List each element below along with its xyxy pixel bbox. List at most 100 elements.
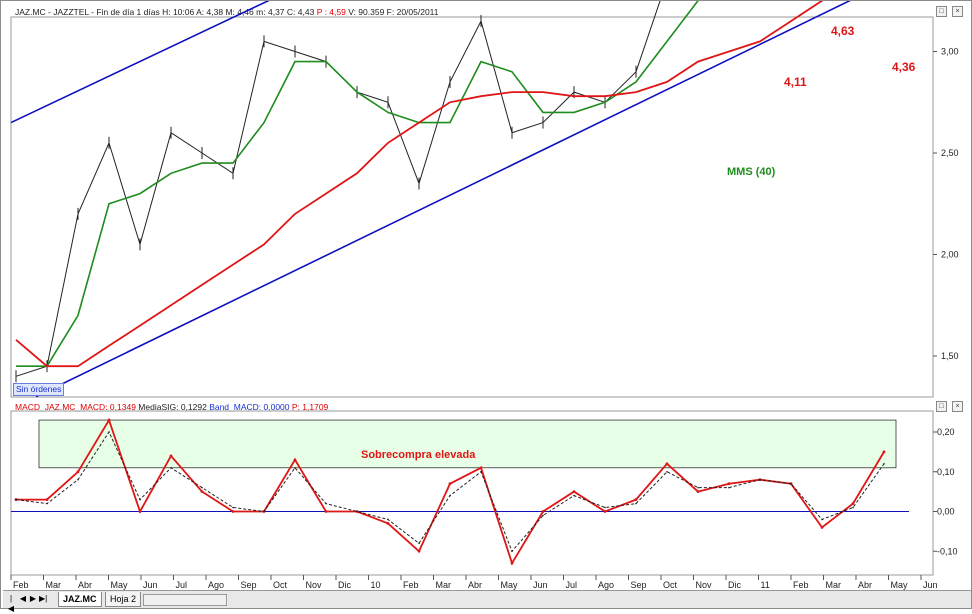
- signal-point: [697, 486, 699, 489]
- annotation-zone: Sobrecompra elevada: [361, 449, 476, 461]
- signal-point: [294, 466, 296, 469]
- time-tick-label: Ago: [598, 580, 614, 590]
- time-tick-label: Mar: [46, 580, 62, 590]
- tab-jaz-mc[interactable]: JAZ.MC: [58, 592, 102, 607]
- signal-point: [759, 478, 761, 481]
- time-tick-label: Feb: [793, 580, 809, 590]
- signal-point: [511, 550, 513, 553]
- macd-point: [572, 490, 576, 494]
- macd-point: [169, 454, 173, 458]
- value-m: M: 4,46: [225, 7, 254, 17]
- signal-point: [325, 502, 327, 505]
- macd-point: [45, 498, 49, 501]
- time-tick-label: Oct: [273, 580, 288, 590]
- signal-value: MediaSIG: 0,1292: [138, 402, 207, 412]
- mms40-series-line: [16, 1, 699, 368]
- macd-point: [510, 561, 514, 565]
- time-tick-label: Nov: [696, 580, 713, 590]
- signal-point: [418, 542, 420, 545]
- value-c: C: 4,43: [286, 7, 315, 17]
- macd-point: [324, 510, 328, 513]
- tab-hoja-2[interactable]: Hoja 2: [105, 592, 142, 607]
- time-tick-label: Dic: [728, 580, 741, 590]
- macd-point: [882, 450, 886, 454]
- close-icon[interactable]: ×: [952, 6, 963, 17]
- time-tick-label: Feb: [13, 580, 29, 590]
- time-tick-label: Mar: [826, 580, 842, 590]
- prev-sheet-icon[interactable]: ◀: [19, 594, 27, 603]
- time-tick-label: Nov: [306, 580, 323, 590]
- price-layer: [10, 1, 851, 398]
- signal-point: [356, 510, 358, 513]
- value-v: V: 90.359: [348, 7, 385, 17]
- macd-point: [448, 482, 452, 486]
- value-p: P : 4,59: [316, 7, 346, 17]
- macd-tick-label: 0,00: [937, 507, 955, 517]
- macd-tick-label: 0,10: [937, 467, 955, 477]
- no-orders-button[interactable]: Sin órdenes: [13, 383, 65, 396]
- signal-point: [821, 518, 823, 521]
- time-tick-label: Jul: [176, 580, 188, 590]
- first-sheet-icon[interactable]: |◀: [7, 594, 15, 613]
- time-tick-label: May: [891, 580, 909, 590]
- signal-point: [480, 470, 482, 473]
- close-icon[interactable]: ×: [952, 401, 963, 412]
- horizontal-scrollbar[interactable]: [143, 594, 227, 606]
- macd-tick-label: -0,10: [937, 546, 958, 556]
- time-tick-label: 10: [371, 580, 381, 590]
- annotation-top: 4,63: [831, 24, 855, 38]
- time-tick-label: May: [111, 580, 129, 590]
- signal-point: [15, 498, 17, 501]
- price-tick-label: 2,00: [941, 250, 959, 260]
- signal-point: [635, 502, 637, 505]
- next-sheet-icon[interactable]: ▶: [29, 594, 37, 603]
- time-tick-label: Jul: [566, 580, 578, 590]
- macd-name: MACD_JAZ.MC_MACD: 0,1349: [15, 402, 136, 412]
- macd-point: [541, 510, 545, 513]
- maximize-icon[interactable]: □: [936, 6, 947, 17]
- macd-panel-header: MACD_JAZ.MC_MACD: 0,1349 MediaSIG: 0,129…: [15, 402, 328, 412]
- macd-point: [634, 498, 638, 501]
- annotation-last: 4,36: [892, 60, 916, 74]
- signal-point: [263, 510, 265, 513]
- signal-point: [604, 506, 606, 509]
- time-tick-label: Mar: [436, 580, 452, 590]
- value-f: F: 20/05/2011: [386, 7, 439, 17]
- signal-point: [666, 470, 668, 473]
- value-m-low: m: 4,37: [256, 7, 285, 17]
- signal-point: [108, 431, 110, 433]
- price-panel-header: JAZ.MC - JAZZTEL - Fin de día 1 días H: …: [15, 7, 439, 17]
- signal-point: [542, 514, 544, 517]
- macd-point: [479, 466, 483, 470]
- signal-point: [139, 498, 141, 501]
- high-time: H: 10:06: [162, 7, 195, 17]
- long-ma-series-line: [15, 1, 824, 368]
- signal-point: [728, 486, 730, 489]
- time-tick-label: Jun: [533, 580, 548, 590]
- signal-point: [77, 478, 79, 481]
- macd-point: [107, 418, 111, 422]
- last-sheet-icon[interactable]: ▶|: [39, 594, 48, 603]
- time-tick-label: Abr: [78, 580, 92, 590]
- signal-point: [852, 506, 854, 509]
- time-tick-label: Jun: [923, 580, 938, 590]
- macd-point: [727, 482, 731, 486]
- macd-point: [138, 510, 142, 513]
- band-value: Band_MACD: 0,0000: [209, 402, 290, 412]
- macd-tick-label: 0,20: [937, 427, 955, 437]
- annotation-layer: 4,63 4,11 4,36 MMS (40) Sobrecompra elev…: [361, 24, 916, 461]
- time-tick-label: Abr: [468, 580, 482, 590]
- macd-layer: [11, 417, 909, 566]
- maximize-icon[interactable]: □: [936, 401, 947, 412]
- price-tick-label: 3,00: [941, 47, 959, 57]
- time-tick-label: May: [501, 580, 519, 590]
- time-tick-label: Dic: [338, 580, 351, 590]
- macd-point: [696, 490, 700, 494]
- signal-point: [449, 494, 451, 497]
- signal-point: [201, 486, 203, 489]
- signal-point: [387, 518, 389, 521]
- macd-point: [293, 458, 297, 462]
- signal-point: [573, 494, 575, 497]
- macd-point: [76, 470, 80, 474]
